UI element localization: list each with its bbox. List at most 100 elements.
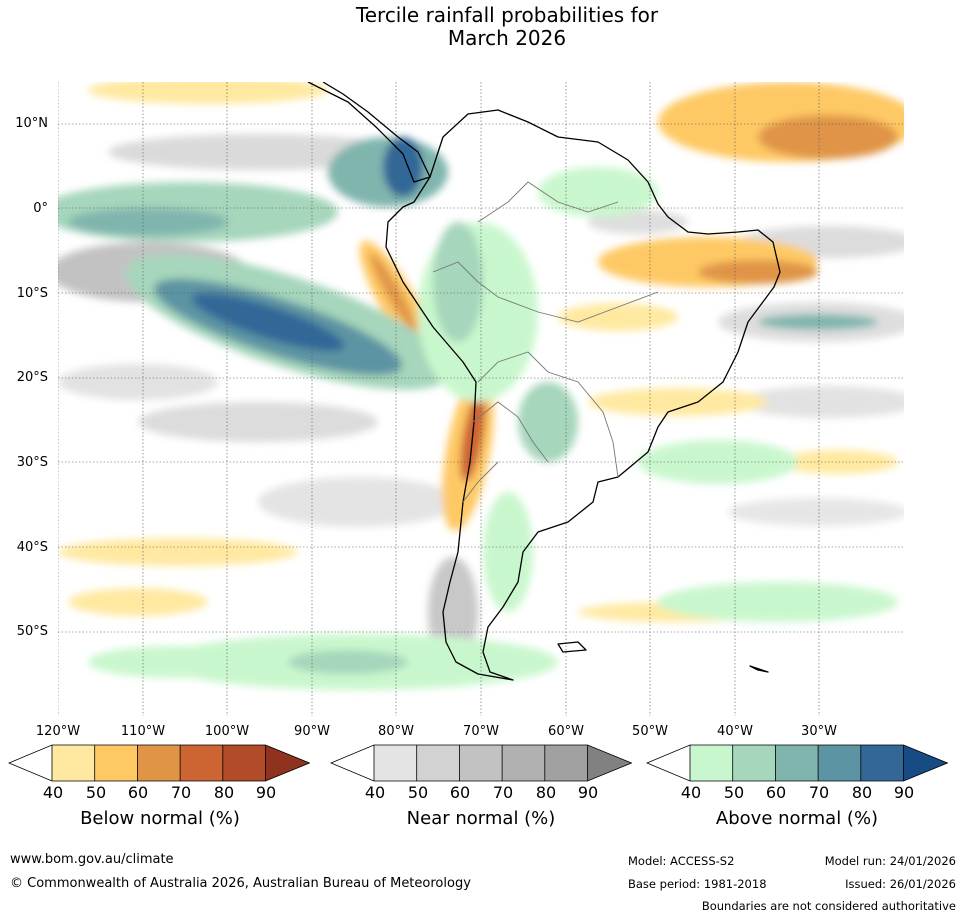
colorbar-lower-extend: [331, 745, 374, 781]
boundaries-disclaimer: Boundaries are not considered authoritat…: [701, 899, 956, 913]
below-tick: 50: [85, 783, 107, 802]
lon-label: 100°W: [204, 724, 250, 739]
near-normal-area: [58, 364, 218, 400]
lon-label: 90°W: [294, 724, 330, 739]
lon-label: 60°W: [548, 724, 584, 739]
near-tick: 50: [407, 783, 429, 802]
colorbar-segment: [775, 745, 819, 781]
colorbar-segment: [732, 745, 776, 781]
below-normal-colorbar: [8, 744, 310, 782]
above-tick: 70: [808, 783, 830, 802]
above-tick: 90: [893, 783, 915, 802]
below-normal-area: [698, 260, 818, 284]
above-normal-area: [88, 646, 268, 678]
below-normal-area: [758, 115, 898, 159]
below-tick: 90: [255, 783, 277, 802]
near-tick: 60: [449, 783, 471, 802]
country-borders: [432, 181, 659, 503]
near-normal-area: [728, 498, 904, 526]
base-period: Base period: 1981-2018: [628, 877, 767, 891]
central-america-coastline: [307, 82, 431, 183]
below-normal-area: [68, 588, 208, 616]
near-normal-area: [138, 402, 378, 442]
above-tick: 60: [765, 783, 787, 802]
below-normal-area: [88, 82, 328, 104]
rainfall-probability-map: [58, 82, 904, 716]
below-tick: 40: [42, 783, 64, 802]
lat-label: 10°S: [16, 286, 48, 301]
colorbar-segment: [52, 745, 96, 781]
above-normal-area: [483, 492, 533, 612]
colorbar-segment: [137, 745, 181, 781]
lat-label: 40°S: [16, 540, 48, 555]
above-normal-area: [288, 650, 408, 674]
lat-label: 30°S: [16, 455, 48, 470]
lat-label: 10°N: [15, 116, 48, 131]
colorbar-upper-extend: [265, 745, 310, 781]
above-normal-area: [383, 137, 423, 197]
issued-date: Issued: 26/01/2026: [845, 877, 956, 891]
below-tick: 80: [213, 783, 235, 802]
above-tick: 50: [723, 783, 745, 802]
above-normal-area: [518, 382, 578, 462]
title-line-2: March 2026: [447, 26, 567, 50]
above-normal-area: [191, 292, 345, 352]
below-normal-area: [778, 450, 898, 474]
lon-label: 50°W: [632, 724, 668, 739]
south-america-coastline: [385, 109, 781, 681]
near-normal-colorbar: [330, 744, 632, 782]
map-canvas: [58, 82, 904, 716]
colorbar-segment: [544, 745, 588, 781]
above-normal-area: [433, 222, 483, 342]
near-tick: 80: [535, 783, 557, 802]
near-normal-title: Near normal (%): [406, 808, 556, 829]
above-normal-area: [68, 208, 228, 236]
above-normal-colorbar: [646, 744, 948, 782]
near-tick: 90: [577, 783, 599, 802]
near-normal-area: [258, 477, 458, 527]
below-tick: 60: [127, 783, 149, 802]
south-georgia: [749, 665, 769, 673]
colorbar-segment: [94, 745, 138, 781]
below-normal-area: [588, 388, 768, 416]
model-run-date: Model run: 24/01/2026: [824, 854, 956, 868]
colorbar-segment: [860, 745, 904, 781]
below-tick: 70: [170, 783, 192, 802]
near-tick: 70: [492, 783, 514, 802]
website-link[interactable]: www.bom.gov.au/climate: [10, 852, 174, 867]
lat-label: 50°S: [16, 624, 48, 639]
lon-label: 70°W: [463, 724, 499, 739]
above-normal-area: [658, 582, 898, 622]
colorbar-upper-extend: [903, 745, 948, 781]
colorbar-lower-extend: [9, 745, 52, 781]
model-name: Model: ACCESS-S2: [628, 854, 735, 868]
colorbar-segment: [180, 745, 224, 781]
below-normal-area: [369, 252, 417, 332]
above-tick: 40: [680, 783, 702, 802]
colorbar-lower-extend: [647, 745, 690, 781]
lon-label: 30°W: [801, 724, 837, 739]
above-normal-area: [638, 440, 798, 484]
below-normal-area: [558, 303, 678, 331]
colorbar-segment: [374, 745, 418, 781]
above-normal-area: [758, 314, 878, 330]
below-normal-area: [58, 538, 298, 566]
title-line-1: Tercile rainfall probabilities for: [355, 3, 659, 27]
below-normal-title: Below normal (%): [80, 808, 240, 829]
lat-label: 0°: [33, 201, 48, 216]
lon-label: 110°W: [120, 724, 166, 739]
colorbar-segment: [690, 745, 734, 781]
falkland-islands: [557, 641, 587, 653]
colorbar-segment: [222, 745, 266, 781]
lon-label: 80°W: [378, 724, 414, 739]
above-tick: 80: [851, 783, 873, 802]
lon-label: 120°W: [35, 724, 81, 739]
coastlines: [307, 82, 781, 681]
copyright-text: © Commonwealth of Australia 2026, Austra…: [10, 876, 471, 891]
probability-shading: [58, 82, 904, 690]
colorbar-segment: [818, 745, 862, 781]
map-title: Tercile rainfall probabilities for March…: [0, 4, 965, 50]
near-normal-area: [738, 386, 904, 418]
lat-label: 20°S: [16, 370, 48, 385]
colorbar-segment: [416, 745, 460, 781]
